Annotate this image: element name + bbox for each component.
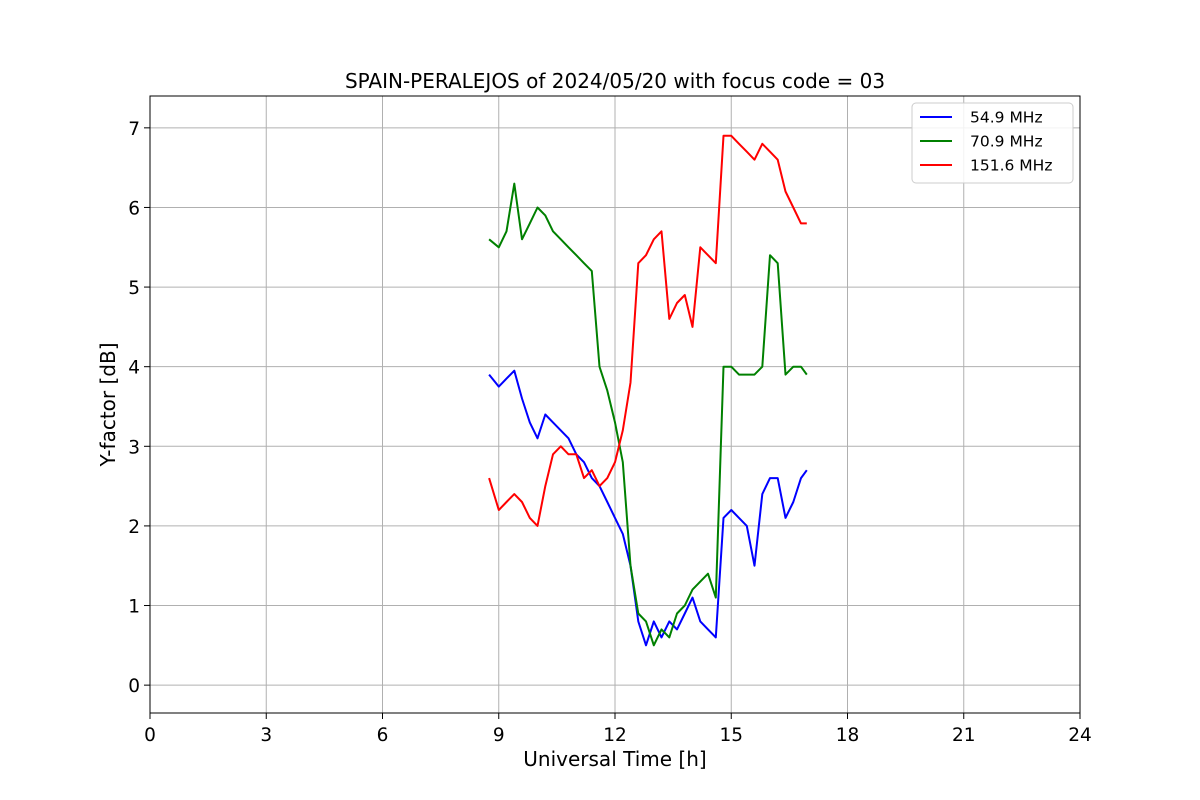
x-tick-label: 15 bbox=[719, 725, 743, 746]
legend-label: 151.6 MHz bbox=[970, 157, 1052, 175]
legend-label: 54.9 MHz bbox=[970, 109, 1043, 127]
y-tick-label: 4 bbox=[128, 358, 140, 379]
legend-box bbox=[911, 102, 1074, 184]
x-tick-label: 6 bbox=[377, 725, 389, 746]
y-tick-label: 6 bbox=[128, 198, 140, 219]
y-tick-label: 1 bbox=[128, 597, 140, 618]
series-layer bbox=[488, 134, 808, 647]
x-tick-label: 21 bbox=[952, 725, 976, 746]
legend: 54.9 MHz 70.9 MHz 151.6 MHz bbox=[911, 102, 1074, 184]
y-tick-label: 2 bbox=[128, 517, 140, 538]
series-line-1 bbox=[488, 182, 808, 647]
y-tick-label: 5 bbox=[128, 278, 140, 299]
y-axis-label: Y-factor [dB] bbox=[96, 342, 120, 467]
x-tick-label: 18 bbox=[836, 725, 860, 746]
y-tick-label: 7 bbox=[128, 119, 140, 140]
legend-label: 70.9 MHz bbox=[970, 133, 1043, 151]
x-tick-label: 3 bbox=[260, 725, 272, 746]
x-tick-label: 24 bbox=[1068, 725, 1092, 746]
x-axis-label: Universal Time [h] bbox=[523, 747, 706, 771]
x-tick-label: 12 bbox=[603, 725, 627, 746]
x-tick-label: 9 bbox=[493, 725, 505, 746]
series-line-2 bbox=[488, 134, 807, 527]
y-tick-label: 0 bbox=[128, 676, 140, 697]
y-tick-label: 3 bbox=[128, 437, 140, 458]
x-tick-label: 0 bbox=[144, 725, 156, 746]
chart-title: SPAIN-PERALEJOS of 2024/05/20 with focus… bbox=[345, 69, 885, 93]
